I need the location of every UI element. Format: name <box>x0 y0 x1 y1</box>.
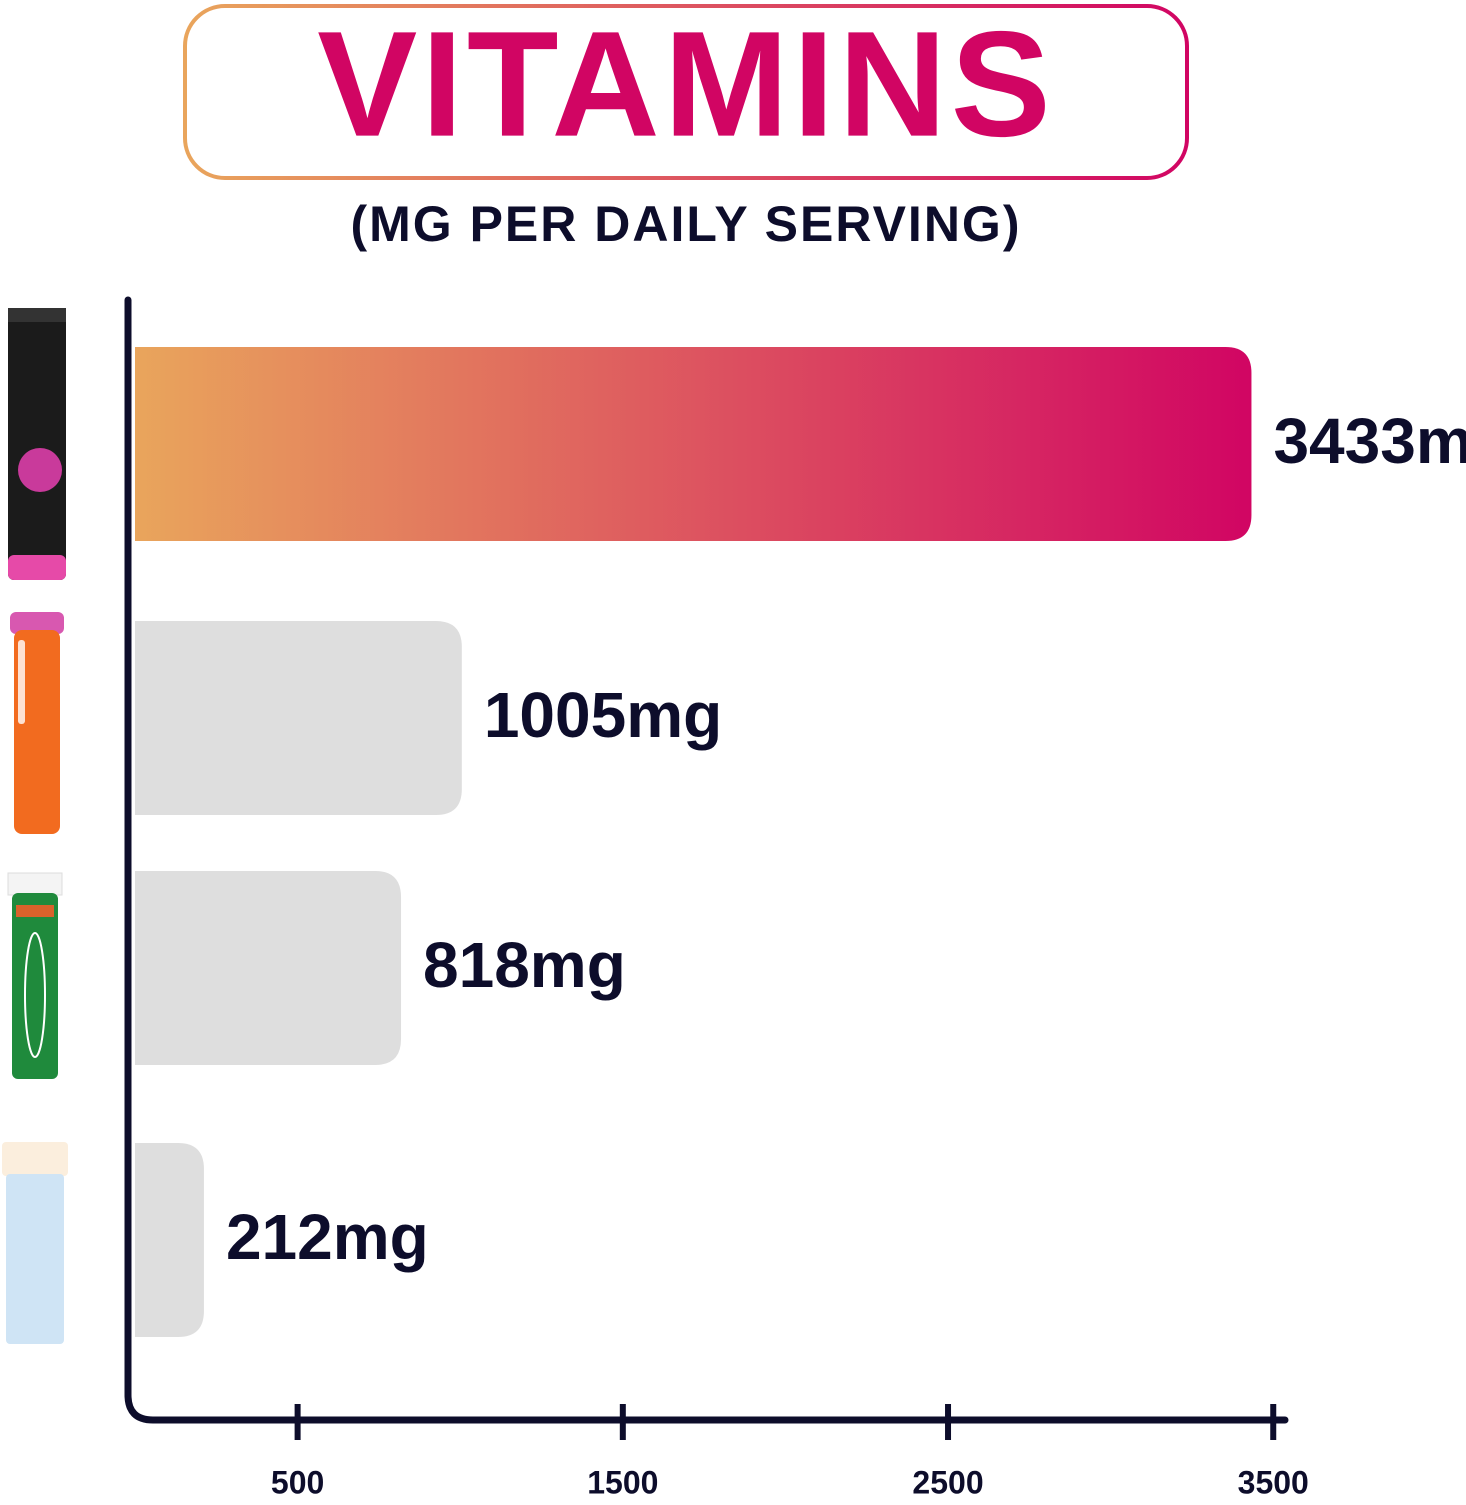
product-blue <box>6 1174 64 1344</box>
product-green <box>12 893 58 1079</box>
product-dot <box>18 448 62 492</box>
bar <box>135 871 402 1065</box>
x-tick-label: 1500 <box>587 1464 658 1500</box>
value-label: 1005mg <box>484 679 722 751</box>
bar <box>135 347 1252 541</box>
product-stripe <box>16 905 54 917</box>
value-label: 818mg <box>423 929 626 1001</box>
product-cap <box>7 872 63 896</box>
product-orange <box>14 630 60 834</box>
value-label: 212mg <box>226 1201 429 1273</box>
chart-subtitle: (MG PER DAILY SERVING) <box>351 196 1022 252</box>
x-tick-label: 3500 <box>1238 1464 1309 1500</box>
product-tonic <box>8 308 66 580</box>
axis-line <box>124 296 1289 1424</box>
product-shine <box>18 640 25 724</box>
product-cap <box>10 612 64 634</box>
value-label: 3433mg <box>1273 405 1466 477</box>
chart-title: VITAMINS <box>317 0 1055 168</box>
product-cap <box>2 1142 68 1176</box>
x-tick-label: 500 <box>271 1464 324 1500</box>
product-band <box>8 555 66 580</box>
product-ring <box>24 932 46 1058</box>
bar <box>135 1143 204 1337</box>
product-images <box>2 308 68 1344</box>
title-box <box>183 4 1189 180</box>
bar <box>135 621 462 815</box>
product-cap <box>8 308 66 322</box>
x-tick-label: 2500 <box>912 1464 983 1500</box>
